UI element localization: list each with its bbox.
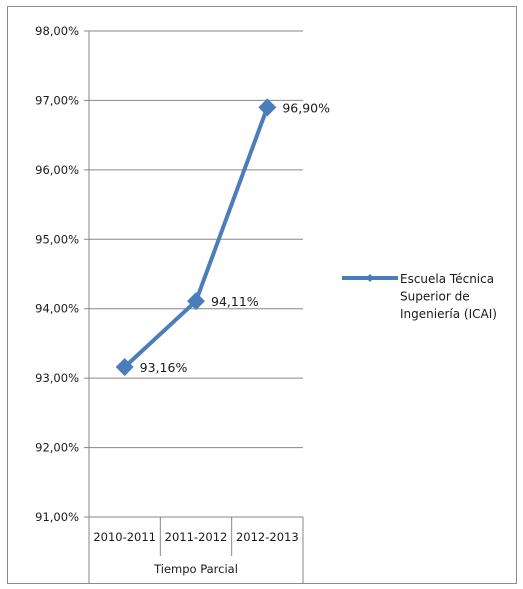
x-tick-label: 2012-2013	[236, 530, 299, 544]
y-tick-label: 97,00%	[35, 93, 79, 107]
legend: Escuela Técnica Superior de Ingeniería (IC…	[342, 272, 497, 321]
legend-label: Escuela Técnica	[400, 272, 494, 286]
legend-label: Ingeniería (ICAI)	[400, 307, 497, 321]
data-label: 94,11%	[211, 294, 259, 309]
y-tick-label: 95,00%	[35, 232, 79, 246]
data-label: 96,90%	[282, 100, 330, 115]
y-tick-label: 94,00%	[35, 302, 79, 316]
x-tick-label: 2010-2011	[93, 530, 156, 544]
y-axis-ticks: 91,00% 92,00% 93,00% 94,00% 95,00% 96,00% 97,0…	[35, 24, 90, 524]
chart-frame	[7, 6, 517, 584]
y-tick-label: 91,00%	[35, 510, 79, 524]
x-axis: 2010-2011 2011-2012 2012-2013 Tiempo Parcia…	[88, 517, 304, 584]
series-line-path	[123, 106, 270, 369]
legend-marker	[366, 274, 374, 282]
data-label: 93,16%	[140, 360, 188, 375]
data-point-marker	[187, 292, 205, 311]
x-group-label: Tiempo Parcial	[153, 562, 238, 576]
y-tick-label: 92,00%	[35, 441, 79, 455]
data-point-marker	[258, 98, 277, 117]
y-tick-label: 93,00%	[35, 371, 79, 385]
y-tick-label: 98,00%	[35, 24, 79, 38]
legend-label: Superior de	[400, 290, 470, 304]
data-point-marker	[115, 358, 134, 377]
series-line: 93,16% 94,11% 96,90%	[115, 98, 330, 377]
x-tick-label: 2011-2012	[165, 530, 228, 544]
y-tick-label: 96,00%	[35, 163, 79, 177]
